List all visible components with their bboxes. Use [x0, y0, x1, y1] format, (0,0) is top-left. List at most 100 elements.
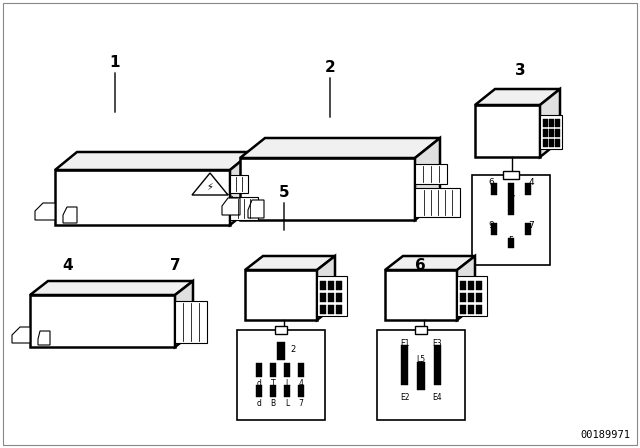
Bar	[555, 129, 560, 137]
Bar	[508, 238, 514, 248]
Polygon shape	[317, 276, 347, 316]
Text: 4: 4	[63, 258, 74, 272]
Polygon shape	[192, 173, 228, 195]
Text: d: d	[257, 379, 261, 388]
Bar	[491, 183, 497, 195]
Bar	[476, 305, 482, 314]
Polygon shape	[475, 89, 560, 105]
Bar	[320, 281, 326, 290]
Polygon shape	[245, 256, 335, 270]
Bar	[472, 175, 550, 265]
Bar	[270, 363, 276, 377]
Polygon shape	[12, 327, 30, 343]
Text: 4: 4	[299, 379, 303, 388]
Polygon shape	[245, 270, 317, 320]
Polygon shape	[38, 331, 50, 345]
Polygon shape	[457, 256, 475, 320]
Text: d: d	[257, 399, 261, 408]
Polygon shape	[35, 203, 55, 220]
Bar	[256, 385, 262, 397]
Bar	[525, 223, 531, 235]
Polygon shape	[415, 188, 460, 217]
Text: 2: 2	[324, 60, 335, 74]
Bar	[277, 342, 285, 360]
Bar	[468, 293, 474, 302]
Text: L5: L5	[417, 356, 426, 365]
Bar	[503, 171, 519, 179]
Polygon shape	[540, 89, 560, 157]
Text: E3: E3	[432, 339, 442, 348]
Bar	[270, 385, 276, 397]
Bar	[468, 281, 474, 290]
Bar	[468, 305, 474, 314]
Polygon shape	[540, 115, 562, 149]
Bar	[434, 345, 441, 385]
Text: ⚡: ⚡	[207, 182, 213, 192]
Polygon shape	[55, 170, 230, 225]
Bar	[549, 119, 554, 127]
Bar	[336, 293, 342, 302]
Bar	[298, 363, 304, 377]
Text: 7: 7	[528, 220, 534, 229]
Polygon shape	[230, 175, 248, 193]
Bar	[275, 326, 287, 334]
Bar	[256, 363, 262, 377]
Polygon shape	[248, 200, 264, 218]
Polygon shape	[30, 295, 175, 347]
Polygon shape	[240, 158, 415, 220]
Bar	[476, 281, 482, 290]
Bar	[555, 119, 560, 127]
Bar	[336, 305, 342, 314]
Polygon shape	[385, 256, 475, 270]
Text: 5: 5	[508, 236, 514, 245]
Polygon shape	[175, 281, 193, 347]
Polygon shape	[63, 207, 77, 223]
Polygon shape	[385, 270, 457, 320]
Text: 2: 2	[291, 345, 296, 353]
Polygon shape	[30, 281, 193, 295]
Bar	[237, 330, 325, 420]
Text: E4: E4	[432, 392, 442, 401]
Bar	[476, 293, 482, 302]
Bar	[320, 293, 326, 302]
Bar	[549, 139, 554, 147]
Polygon shape	[415, 164, 447, 184]
Polygon shape	[230, 197, 258, 220]
Bar	[543, 119, 548, 127]
Bar	[460, 293, 466, 302]
Text: 3: 3	[515, 63, 525, 78]
Polygon shape	[230, 152, 252, 225]
Text: 7: 7	[170, 258, 180, 272]
Text: 6: 6	[488, 177, 494, 186]
Polygon shape	[415, 138, 440, 220]
Text: B: B	[271, 399, 276, 408]
Text: 00189971: 00189971	[580, 430, 630, 440]
Text: L: L	[285, 399, 289, 408]
Bar	[298, 385, 304, 397]
Polygon shape	[317, 256, 335, 320]
Polygon shape	[222, 198, 240, 215]
Text: T: T	[508, 195, 515, 205]
Bar	[320, 305, 326, 314]
Polygon shape	[175, 301, 207, 343]
Text: 7: 7	[299, 399, 303, 408]
Bar	[328, 281, 334, 290]
Bar	[491, 223, 497, 235]
Bar	[543, 129, 548, 137]
Bar	[336, 281, 342, 290]
Bar	[377, 330, 465, 420]
Bar	[525, 183, 531, 195]
Bar	[328, 293, 334, 302]
Polygon shape	[240, 138, 440, 158]
Text: L: L	[285, 379, 289, 388]
Bar	[415, 326, 427, 334]
Bar	[417, 362, 425, 390]
Bar	[555, 139, 560, 147]
Bar	[284, 363, 290, 377]
Text: T: T	[271, 379, 275, 388]
Text: 4: 4	[528, 177, 534, 186]
Text: 5: 5	[278, 185, 289, 199]
Bar	[460, 281, 466, 290]
Text: 1: 1	[109, 55, 120, 69]
Bar	[284, 385, 290, 397]
